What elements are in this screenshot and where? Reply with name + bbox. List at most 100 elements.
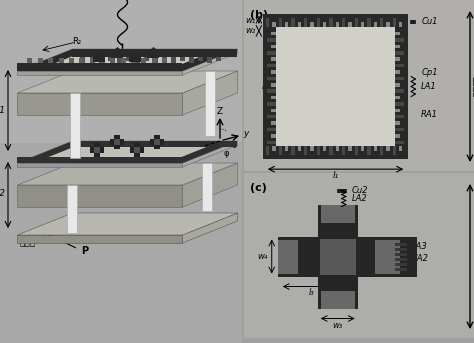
- Polygon shape: [18, 185, 182, 207]
- Polygon shape: [69, 58, 74, 63]
- Bar: [272, 134, 276, 138]
- Bar: [285, 22, 288, 27]
- Text: P: P: [82, 246, 89, 256]
- Bar: [395, 102, 404, 106]
- Bar: [386, 146, 390, 151]
- Bar: [130, 147, 145, 153]
- Bar: [323, 146, 327, 151]
- Bar: [115, 135, 120, 149]
- Text: ha2: ha2: [0, 189, 6, 199]
- Polygon shape: [111, 47, 124, 57]
- Bar: [135, 147, 140, 153]
- Polygon shape: [182, 71, 237, 115]
- Polygon shape: [129, 56, 142, 62]
- Bar: [263, 14, 408, 159]
- Bar: [244, 0, 474, 171]
- Bar: [395, 76, 404, 80]
- Text: Cp1: Cp1: [421, 68, 438, 77]
- Polygon shape: [131, 58, 136, 63]
- Polygon shape: [110, 58, 115, 63]
- Bar: [321, 291, 355, 308]
- Text: Cu1: Cu1: [421, 17, 438, 26]
- Bar: [395, 51, 404, 55]
- Bar: [267, 115, 276, 118]
- Text: 反射: 反射: [145, 80, 155, 88]
- Bar: [267, 38, 276, 42]
- Bar: [329, 146, 333, 155]
- Bar: [342, 146, 346, 155]
- Text: θ: θ: [231, 142, 237, 151]
- Bar: [386, 22, 390, 27]
- Bar: [336, 22, 339, 27]
- Text: RA2: RA2: [352, 242, 369, 251]
- Text: R₁: R₁: [28, 62, 37, 71]
- Bar: [367, 19, 371, 27]
- Bar: [395, 70, 400, 74]
- Bar: [395, 90, 404, 93]
- Text: hs2: hs2: [216, 168, 230, 177]
- Bar: [298, 146, 301, 151]
- Polygon shape: [93, 51, 106, 61]
- Polygon shape: [18, 163, 182, 167]
- Bar: [395, 96, 400, 99]
- Polygon shape: [147, 52, 159, 58]
- Text: 极化方向: 极化方向: [472, 76, 474, 97]
- Text: CA2: CA2: [412, 254, 429, 263]
- Bar: [272, 57, 276, 61]
- Bar: [395, 248, 407, 250]
- Text: LA2: LA2: [352, 194, 367, 203]
- Bar: [272, 121, 276, 125]
- Bar: [272, 83, 276, 86]
- Polygon shape: [152, 58, 157, 63]
- Bar: [70, 93, 80, 158]
- Bar: [267, 64, 276, 67]
- Bar: [155, 135, 161, 149]
- Polygon shape: [18, 49, 91, 71]
- Polygon shape: [141, 58, 146, 63]
- Bar: [375, 239, 400, 273]
- Bar: [272, 146, 276, 151]
- Bar: [348, 146, 352, 151]
- Polygon shape: [147, 47, 159, 57]
- Polygon shape: [18, 93, 182, 115]
- Bar: [202, 163, 212, 211]
- Bar: [321, 204, 355, 223]
- Polygon shape: [166, 141, 237, 163]
- Bar: [317, 146, 320, 155]
- Bar: [395, 258, 407, 260]
- Polygon shape: [117, 57, 122, 63]
- Polygon shape: [18, 141, 89, 163]
- Polygon shape: [18, 235, 182, 243]
- Text: x: x: [197, 143, 203, 153]
- Polygon shape: [18, 49, 237, 71]
- Polygon shape: [18, 63, 182, 71]
- Bar: [94, 147, 100, 153]
- Polygon shape: [36, 49, 219, 63]
- Text: Z: Z: [217, 106, 223, 116]
- Polygon shape: [217, 57, 221, 61]
- Polygon shape: [182, 163, 237, 207]
- Bar: [278, 237, 417, 276]
- Text: (b): (b): [250, 10, 268, 20]
- Bar: [395, 252, 407, 256]
- Bar: [267, 90, 276, 93]
- Bar: [267, 76, 276, 80]
- Bar: [91, 147, 104, 153]
- Polygon shape: [171, 57, 176, 63]
- Bar: [266, 19, 269, 27]
- Bar: [318, 204, 358, 308]
- Polygon shape: [198, 57, 203, 61]
- Text: LA3: LA3: [412, 242, 428, 251]
- Bar: [399, 22, 402, 27]
- Polygon shape: [100, 58, 105, 63]
- Text: Cu2: Cu2: [352, 186, 368, 195]
- Polygon shape: [34, 141, 221, 157]
- Polygon shape: [162, 58, 167, 63]
- Bar: [336, 146, 339, 151]
- Bar: [298, 22, 301, 27]
- Bar: [135, 143, 140, 157]
- Polygon shape: [121, 58, 126, 63]
- Bar: [361, 22, 365, 27]
- Polygon shape: [90, 58, 95, 63]
- Bar: [278, 239, 298, 273]
